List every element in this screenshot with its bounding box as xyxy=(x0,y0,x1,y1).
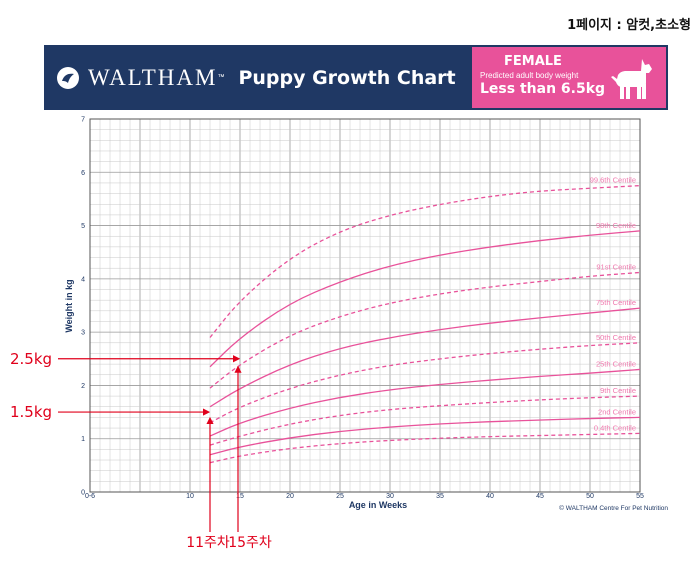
x-axis-label: Age in Weeks xyxy=(349,500,407,510)
x-tick-label: 55 xyxy=(636,493,644,500)
week-annotation: 11주차 xyxy=(186,535,230,551)
weight-annotation: 2.5kg xyxy=(10,350,52,368)
predicted-weight-label: Predicted adult body weight xyxy=(480,71,579,80)
centile-line xyxy=(209,230,641,368)
centile-line xyxy=(209,342,641,424)
weight-annotation: 1.5kg xyxy=(10,403,52,421)
plot-frame xyxy=(89,118,641,493)
dog-silhouette-icon xyxy=(611,59,652,99)
centile-label: 2nd Centile xyxy=(598,407,636,416)
centile-line xyxy=(209,184,641,338)
centile-line xyxy=(209,368,641,437)
y-tick-label: 2 xyxy=(81,383,85,390)
page-note: 1페이지 : 암컷,초소형 xyxy=(567,18,691,33)
y-tick-label: 3 xyxy=(81,330,85,337)
centile-label: 25th Centile xyxy=(596,359,636,368)
y-axis-label: Weight in kg xyxy=(64,279,74,332)
sex-label: FEMALE xyxy=(504,54,562,69)
y-tick-label: 0 xyxy=(81,490,85,497)
centile-labels: 99.6th Centile 98th Centile 91st Centile 75… xyxy=(590,176,636,433)
centile-label: 0.4th Centile xyxy=(594,423,636,432)
x-tick-label: 50 xyxy=(586,493,594,500)
week-annotation: 15주차 xyxy=(228,535,272,551)
brand: WALTHAM ™ Puppy Growth Chart xyxy=(56,45,456,110)
centile-label: 75th Centile xyxy=(596,298,636,307)
x-tick-label: 0-6 xyxy=(85,493,95,500)
centile-line xyxy=(209,416,641,456)
x-tick-label: 10 xyxy=(186,493,194,500)
x-tick-label: 20 xyxy=(286,493,294,500)
y-tick-label: 7 xyxy=(81,117,85,124)
centile-label: 98th Centile xyxy=(596,221,636,230)
centile-label: 50th Centile xyxy=(596,333,636,342)
x-tick-label: 30 xyxy=(386,493,394,500)
y-tick-label: 6 xyxy=(81,170,85,177)
centile-label: 91st Centile xyxy=(596,262,636,271)
centile-line xyxy=(209,271,641,389)
weight-range: Less than 6.5kg xyxy=(480,81,606,97)
y-tick-label: 5 xyxy=(81,223,85,230)
centile-label: 99.6th Centile xyxy=(590,176,636,185)
x-tick-label: 35 xyxy=(436,493,444,500)
waltham-logo-icon xyxy=(57,66,79,89)
y-tick-label: 1 xyxy=(81,436,85,443)
brand-name: WALTHAM xyxy=(88,64,218,90)
copyright: © WALTHAM Centre For Pet Nutrition xyxy=(559,504,668,512)
x-tick-label: 45 xyxy=(536,493,544,500)
centile-line xyxy=(209,395,641,446)
chart-title: Puppy Growth Chart xyxy=(238,66,456,89)
y-tick-label: 4 xyxy=(81,276,85,283)
grid xyxy=(89,118,641,493)
category-panel: FEMALE Predicted adult body weight Less … xyxy=(472,47,666,108)
trademark: ™ xyxy=(217,74,225,81)
centile-line xyxy=(209,432,641,464)
x-tick-label: 15 xyxy=(236,493,244,500)
centile-line xyxy=(209,307,641,408)
centile-lines xyxy=(209,184,641,464)
x-tick-label: 40 xyxy=(486,493,494,500)
chart-banner: WALTHAM ™ Puppy Growth Chart FEMALE Pred… xyxy=(44,45,668,110)
x-tick-label: 25 xyxy=(336,493,344,500)
centile-label: 9th Centile xyxy=(600,386,636,395)
